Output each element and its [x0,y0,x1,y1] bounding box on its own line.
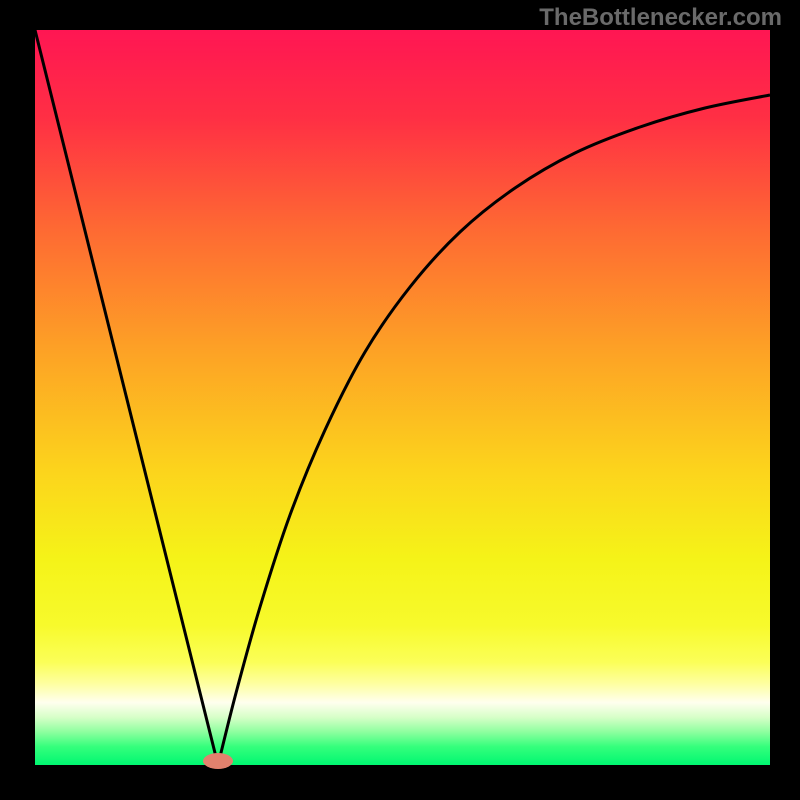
minimum-marker [201,751,235,771]
curve-layer [0,0,800,800]
chart-container: TheBottlenecker.com [0,0,800,800]
bottleneck-curve [35,30,770,765]
